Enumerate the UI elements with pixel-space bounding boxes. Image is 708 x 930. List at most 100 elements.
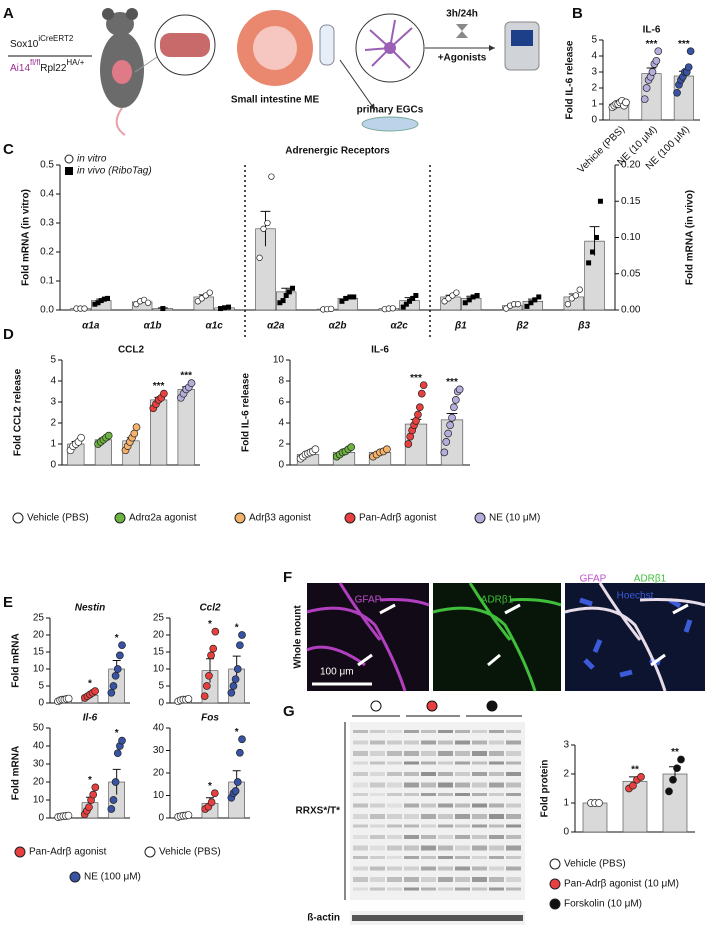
legend-marker <box>69 871 81 883</box>
data-point <box>576 286 583 293</box>
band <box>489 866 504 871</box>
significance: *** <box>646 39 658 50</box>
y2-tick-label: 0.00 <box>621 305 641 316</box>
band <box>370 866 385 871</box>
band <box>370 793 385 796</box>
data-point <box>111 778 120 786</box>
data-point <box>383 445 391 454</box>
band <box>438 866 453 871</box>
y-tick-label: 25 <box>153 613 165 624</box>
band <box>506 845 521 851</box>
data-point <box>277 300 283 306</box>
band <box>472 751 487 756</box>
tissue-label: Small intestine ME <box>231 95 320 106</box>
band <box>489 740 504 745</box>
data-point <box>455 385 464 394</box>
data-point <box>474 293 480 298</box>
band <box>387 835 402 839</box>
data-point <box>400 304 406 310</box>
legend-label: Pan-Adrβ agonist (10 μM) <box>564 879 679 890</box>
y-tick-label: 0.4 <box>40 189 54 200</box>
data-point <box>118 641 126 650</box>
y-tick-label: 1 <box>563 798 569 809</box>
band <box>506 835 521 839</box>
data-point <box>107 805 116 813</box>
significance: * <box>208 781 212 792</box>
data-point <box>283 293 289 298</box>
data-point <box>64 694 73 703</box>
band <box>455 803 470 808</box>
band <box>353 814 368 819</box>
band <box>438 793 453 796</box>
band <box>387 814 402 819</box>
blot <box>350 722 525 900</box>
y-tick-label: 3 <box>591 67 597 78</box>
allele: fl/fl <box>30 58 40 67</box>
data-point <box>233 778 242 786</box>
band <box>387 730 402 733</box>
data-point <box>101 296 107 302</box>
band <box>489 835 504 839</box>
arrows <box>357 603 689 667</box>
arrow <box>339 59 376 111</box>
data-point <box>236 641 244 650</box>
band <box>421 887 436 891</box>
band <box>370 824 385 828</box>
data-point <box>109 796 118 804</box>
data-point <box>389 305 396 312</box>
band <box>472 740 487 745</box>
channel-label: ADRβ1 <box>481 595 514 606</box>
band <box>455 866 470 871</box>
data-point <box>286 289 292 295</box>
time-label: 3h/24h <box>446 9 478 20</box>
band <box>506 772 521 776</box>
band <box>421 782 436 788</box>
x-tick-label: β1 <box>454 321 467 332</box>
y-tick-label: 1 <box>50 439 56 450</box>
y-axis-label: Fold IL-6 release <box>565 40 576 119</box>
gene: Ai14 <box>10 63 30 74</box>
band <box>353 835 368 839</box>
data-point <box>229 682 238 690</box>
band <box>472 866 487 871</box>
band <box>353 793 368 796</box>
band <box>353 887 368 891</box>
band <box>387 761 402 765</box>
band <box>421 856 436 859</box>
data-point <box>264 219 271 227</box>
band <box>387 751 402 756</box>
legend-marker <box>234 512 246 524</box>
band <box>404 866 419 871</box>
data-point <box>524 303 530 309</box>
y-tick-label: 4 <box>278 418 284 429</box>
band <box>353 730 368 733</box>
data-point <box>105 295 111 301</box>
tube <box>319 24 335 66</box>
y-tick-label: 2 <box>50 418 56 429</box>
band <box>472 772 487 776</box>
legend-label: NE (100 μM) <box>84 872 141 883</box>
band <box>404 793 419 796</box>
band <box>472 877 487 882</box>
significance: * <box>88 775 92 786</box>
band <box>455 751 470 756</box>
allele: HA/+ <box>66 58 84 67</box>
y-tick-label: 0 <box>278 460 284 471</box>
panel-label: A <box>3 5 14 22</box>
data-point <box>404 440 413 448</box>
data-point <box>684 63 693 72</box>
data-point <box>113 665 122 673</box>
data-point <box>327 305 335 312</box>
data-point <box>673 764 681 773</box>
x-tick-label: β3 <box>577 321 590 332</box>
band <box>387 782 402 788</box>
data-point <box>466 297 472 303</box>
panel-label: F <box>283 569 292 586</box>
data-point <box>640 95 649 104</box>
data-point <box>514 301 522 308</box>
y-tick-label: 0 <box>158 813 164 824</box>
data-point <box>412 417 420 425</box>
data-point <box>637 773 645 781</box>
legend-label: Adrβ3 agonist <box>249 513 311 524</box>
group-marker <box>486 700 498 712</box>
